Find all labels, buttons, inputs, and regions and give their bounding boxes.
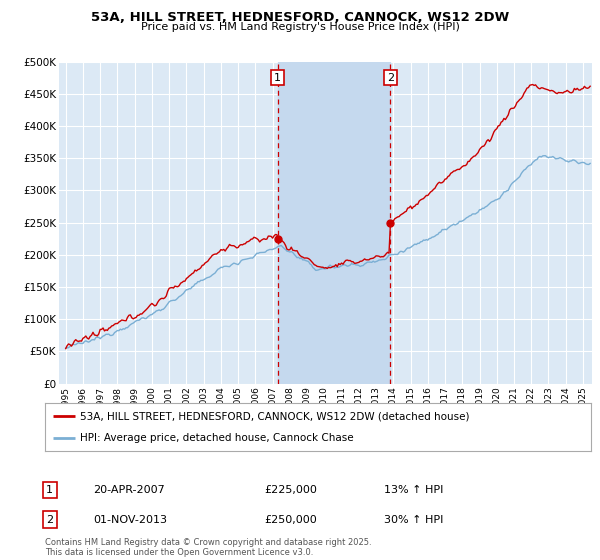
Text: 2: 2 <box>387 73 394 83</box>
Text: 30% ↑ HPI: 30% ↑ HPI <box>384 515 443 525</box>
Text: £225,000: £225,000 <box>264 485 317 495</box>
Text: £250,000: £250,000 <box>264 515 317 525</box>
Bar <box>278 62 391 384</box>
Text: 53A, HILL STREET, HEDNESFORD, CANNOCK, WS12 2DW: 53A, HILL STREET, HEDNESFORD, CANNOCK, W… <box>91 11 509 24</box>
Text: 01-NOV-2013: 01-NOV-2013 <box>93 515 167 525</box>
Text: 20-APR-2007: 20-APR-2007 <box>93 485 165 495</box>
Text: 2: 2 <box>46 515 53 525</box>
Text: 1: 1 <box>46 485 53 495</box>
Text: 53A, HILL STREET, HEDNESFORD, CANNOCK, WS12 2DW (detached house): 53A, HILL STREET, HEDNESFORD, CANNOCK, W… <box>80 411 470 421</box>
Text: Contains HM Land Registry data © Crown copyright and database right 2025.
This d: Contains HM Land Registry data © Crown c… <box>45 538 371 557</box>
Text: Price paid vs. HM Land Registry's House Price Index (HPI): Price paid vs. HM Land Registry's House … <box>140 22 460 32</box>
Text: HPI: Average price, detached house, Cannock Chase: HPI: Average price, detached house, Cann… <box>80 433 354 443</box>
Text: 13% ↑ HPI: 13% ↑ HPI <box>384 485 443 495</box>
Text: 1: 1 <box>274 73 281 83</box>
